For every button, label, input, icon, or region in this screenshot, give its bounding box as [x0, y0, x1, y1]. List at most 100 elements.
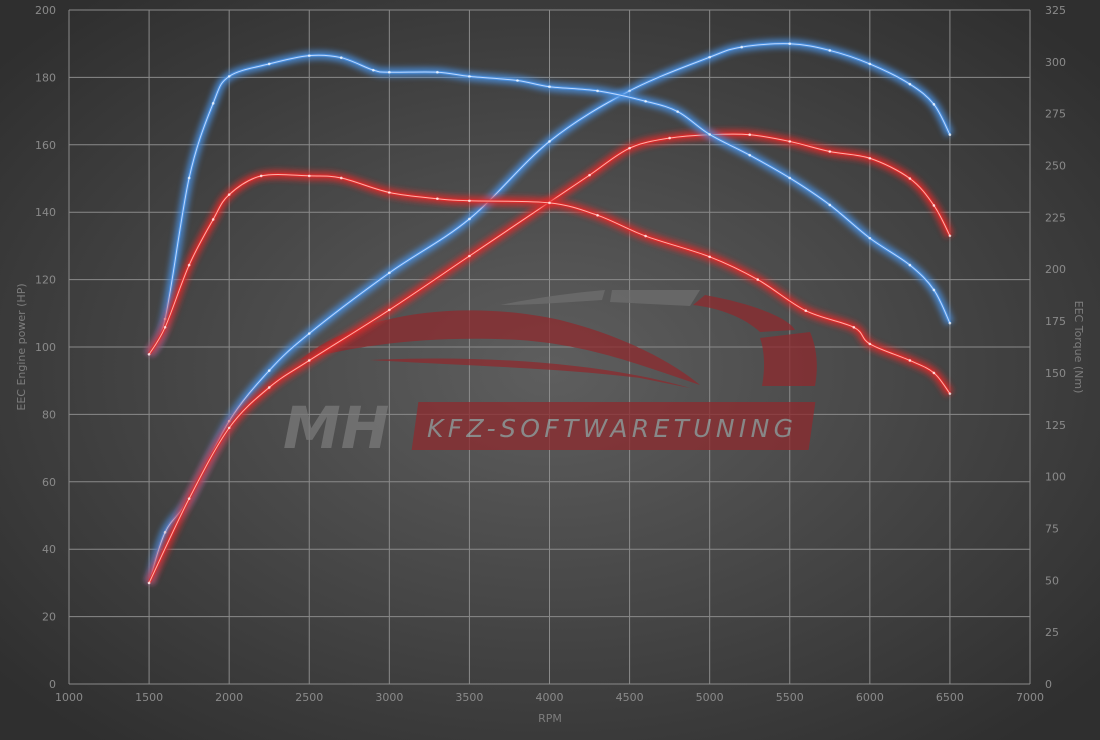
data-point: [708, 133, 711, 136]
data-point: [227, 426, 231, 430]
y-right-tick-label: 300: [1045, 56, 1066, 69]
data-point: [436, 70, 439, 74]
data-point: [339, 176, 343, 180]
data-point: [588, 173, 591, 177]
x-tick-label: 2500: [295, 691, 323, 704]
y-axis-left-label: EEC Engine power (HP): [15, 283, 28, 410]
data-point: [932, 204, 936, 207]
y-right-tick-label: 225: [1045, 211, 1066, 224]
data-point: [788, 176, 792, 180]
data-point: [372, 68, 375, 72]
x-tick-label: 4500: [616, 691, 644, 704]
data-point: [187, 263, 191, 267]
data-point: [388, 308, 391, 312]
y-axis-right-label: EEC Torque (Nm): [1072, 301, 1085, 394]
data-point: [828, 150, 832, 153]
data-point: [908, 177, 912, 180]
x-tick-label: 5000: [696, 691, 724, 704]
data-point: [267, 62, 271, 66]
series-2-right-axis: [144, 50, 955, 357]
y-left-tick-label: 120: [35, 274, 56, 287]
data-point: [676, 110, 679, 113]
y-right-tick-label: 125: [1045, 419, 1066, 432]
data-point: [307, 174, 311, 178]
x-tick-label: 6000: [856, 691, 884, 704]
data-point: [644, 99, 647, 103]
data-point: [868, 236, 872, 240]
y-left-tick-label: 100: [35, 341, 56, 354]
y-left-tick-label: 40: [42, 543, 56, 556]
data-point: [628, 89, 631, 93]
series-highlight: [148, 173, 951, 394]
y-right-tick-label: 200: [1045, 263, 1066, 276]
y-right-tick-label: 150: [1045, 367, 1066, 380]
data-point: [163, 325, 167, 329]
data-point: [267, 369, 271, 372]
data-point: [227, 193, 231, 196]
y-left-tick-label: 180: [35, 71, 56, 84]
data-point: [668, 136, 671, 140]
y-right-tick-label: 325: [1045, 4, 1066, 17]
data-point: [307, 359, 311, 362]
data-point: [307, 332, 311, 335]
data-point: [908, 359, 912, 362]
data-point: [948, 392, 952, 395]
watermark-brand: MH: [283, 394, 389, 462]
data-point: [211, 218, 215, 221]
data-point: [908, 82, 912, 86]
data-point: [548, 201, 551, 205]
y-left-tick-label: 60: [42, 476, 56, 489]
watermark-logo: MH KFZ-SOFTWARETUNING: [283, 290, 817, 462]
series-highlight: [148, 133, 951, 584]
y-left-tick-label: 0: [49, 678, 56, 691]
data-point: [227, 75, 231, 78]
axis-ticks: 1000 1500 2000 2500 3000 3500 4000 4500 5000 5500…: [35, 4, 1066, 704]
data-point: [868, 62, 872, 66]
x-tick-label: 1500: [135, 691, 163, 704]
data-point: [596, 89, 599, 93]
data-point: [548, 85, 551, 89]
data-point: [748, 133, 752, 136]
data-point: [748, 153, 752, 157]
data-point: [468, 217, 471, 221]
data-point: [516, 79, 519, 82]
y-right-tick-label: 50: [1045, 574, 1059, 587]
data-point: [932, 288, 936, 292]
data-point: [644, 234, 647, 238]
x-tick-label: 3000: [375, 691, 403, 704]
data-point: [388, 271, 391, 275]
y-left-tick-label: 80: [42, 408, 56, 421]
x-tick-label: 3500: [455, 691, 483, 704]
data-point: [932, 103, 936, 106]
data-point: [267, 386, 271, 389]
data-point: [187, 497, 191, 500]
data-point: [147, 581, 151, 585]
data-point: [548, 140, 551, 143]
data-point: [948, 234, 952, 238]
data-point: [756, 278, 760, 281]
data-point: [740, 45, 743, 49]
data-point: [708, 255, 711, 259]
data-point: [828, 203, 832, 207]
y-right-tick-label: 25: [1045, 626, 1059, 639]
data-point: [388, 191, 391, 194]
data-point: [147, 352, 151, 356]
y-right-tick-label: 250: [1045, 160, 1066, 173]
data-point: [788, 140, 792, 143]
data-point: [388, 70, 391, 74]
y-right-tick-label: 100: [1045, 471, 1066, 484]
data-point: [436, 197, 439, 201]
data-point: [468, 199, 471, 203]
series-1-left-axis: [145, 129, 954, 585]
data-point: [596, 214, 599, 217]
data-point: [628, 146, 631, 150]
data-point: [948, 321, 952, 325]
data-point: [259, 174, 263, 178]
y-left-tick-label: 160: [35, 139, 56, 152]
data-point: [868, 342, 872, 346]
data-point: [211, 102, 215, 105]
data-point: [932, 371, 936, 375]
series-3-right-axis: [145, 169, 954, 397]
data-point: [468, 254, 471, 258]
data-point: [468, 75, 471, 78]
